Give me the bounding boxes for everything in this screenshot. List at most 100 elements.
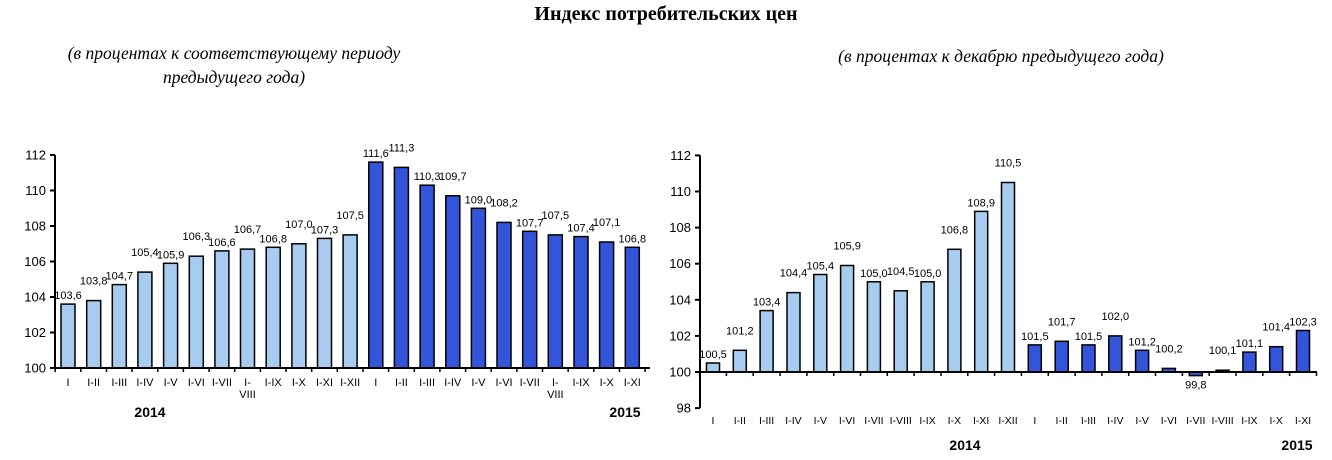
x-category-label: I-III <box>1081 415 1096 427</box>
x-category-label: I-XI <box>624 377 641 389</box>
bar-2015-I-IX <box>1242 351 1257 373</box>
x-category-label: I- <box>244 377 251 389</box>
bar-value-label: 107,5 <box>336 210 364 222</box>
x-category-label: I-X <box>292 377 307 389</box>
bar-value-label: 101,2 <box>726 325 754 337</box>
bar-2014-I-VII <box>866 281 882 373</box>
x-category-label: I-XII <box>340 377 360 389</box>
bar-2014-I-XII <box>1000 181 1016 373</box>
bar-value-label: 101,5 <box>1021 331 1049 343</box>
x-category-label: I-XI <box>316 377 333 389</box>
y-tick-label: 102 <box>669 328 691 343</box>
bar-2015-I-V <box>470 207 487 369</box>
x-category-label: I <box>374 377 377 389</box>
bar-2014-I <box>60 303 76 369</box>
x-category-label: I-III <box>759 415 774 427</box>
y-tick-label: 100 <box>669 365 691 380</box>
bar-2014-I-VI <box>839 264 855 373</box>
x-category-label: I-II <box>87 377 100 389</box>
x-category-label: I-III <box>111 377 127 389</box>
bar-value-label: 105,9 <box>157 249 185 261</box>
y-tick-label: 110 <box>670 184 691 199</box>
bar-value-label: 107,1 <box>593 217 621 229</box>
bar-value-label: 104,4 <box>780 268 808 280</box>
x-category-label: I-IV <box>1107 415 1123 427</box>
bar-2015-I-IV <box>1108 335 1123 373</box>
x-category-label: I-IX <box>919 415 935 427</box>
y-tick-label: 104 <box>669 292 691 307</box>
bar-value-label: 107,4 <box>567 223 595 235</box>
x-category-label: I-VI <box>495 377 512 389</box>
bar-value-label: 101,4 <box>1262 322 1290 334</box>
bar-value-label: 110,3 <box>414 171 441 183</box>
bar-value-label: 106,8 <box>941 224 969 236</box>
bar-value-label: 99,8 <box>1185 380 1206 392</box>
bar-2015-I-X <box>1268 345 1284 373</box>
x-category-label: I-IX <box>572 377 590 389</box>
y-tick-label: 110 <box>25 183 46 198</box>
bar-2014-I-II <box>732 349 748 373</box>
x-category-label: I-X <box>1270 415 1283 427</box>
left-chart-subtitle-line1: (в процентах к соответствующему периоду <box>67 43 401 63</box>
bar-value-label: 101,2 <box>1128 336 1156 348</box>
x-category-label: I <box>1033 415 1036 427</box>
x-category-label: I-XII <box>998 415 1017 427</box>
bar-value-label: 109,7 <box>439 171 467 183</box>
y-tick-label: 106 <box>669 256 691 271</box>
x-category-label: I-II <box>734 415 746 427</box>
bar-2014-I-II <box>85 299 102 369</box>
bar-2014-I-XII <box>342 234 358 369</box>
bar-2014-I-IX <box>920 281 935 373</box>
bar-2014-I-III <box>759 309 774 373</box>
bar-2014-I-VIII <box>893 290 908 373</box>
bar-value-label: 101,7 <box>1048 316 1076 328</box>
bar-value-label: 101,5 <box>1075 331 1103 343</box>
bar-value-label: 105,0 <box>914 268 942 280</box>
x-category-label: I-VIII <box>890 415 912 427</box>
bar-value-label: 104,7 <box>106 271 134 283</box>
bar-value-label: 103,8 <box>80 276 108 288</box>
x-category-label: I-V <box>814 415 827 427</box>
bar-2015-I-IX <box>573 235 589 369</box>
bar-value-label: 105,4 <box>807 261 835 273</box>
x-category-label: I-VII <box>1186 415 1205 427</box>
bar-2015-I-XI <box>624 246 641 369</box>
x-category-label: I-III <box>419 377 435 389</box>
left-chart-subtitle: (в процентах к соответствующему периоду … <box>8 42 460 89</box>
x-category-label: I-II <box>1056 415 1068 427</box>
bar-2014-I-XI <box>973 210 989 373</box>
bar-value-label: 100,5 <box>699 349 727 361</box>
bar-value-label: 100,2 <box>1155 343 1183 355</box>
x-category-label: I <box>712 415 715 427</box>
bar-2014-I-X <box>291 243 307 369</box>
x-category-label: I-VI <box>188 377 205 389</box>
y-tick-label: 104 <box>24 290 46 305</box>
bar-value-label: 103,4 <box>753 297 781 309</box>
x-category-label: I-VI <box>839 415 855 427</box>
bar-2015-I-VIII <box>547 234 564 369</box>
x-category-label: I-II <box>395 377 408 389</box>
bar-value-label: 106,6 <box>208 237 236 249</box>
x-category-label: I-VII <box>520 377 540 389</box>
bar-value-label: 108,2 <box>490 197 518 209</box>
bar-value-label: 106,7 <box>234 224 262 236</box>
x-category-label: I-VIII <box>1211 415 1233 427</box>
x-category-label: I- <box>552 377 559 389</box>
bar-value-label: 102,0 <box>1102 311 1130 323</box>
bar-2015-I-II <box>393 166 410 369</box>
year-label-2015: 2015 <box>1281 437 1312 453</box>
bar-2015-I <box>1027 344 1043 373</box>
x-category-label: I-V <box>471 377 486 389</box>
bar-2014-I-VII <box>214 250 230 369</box>
bar-2015-I-VI <box>496 221 512 369</box>
bar-value-label: 103,6 <box>54 290 82 302</box>
bar-value-label: 107,0 <box>285 219 313 231</box>
bar-value-label: 101,1 <box>1236 338 1264 350</box>
bar-2015-I-IV <box>445 195 461 369</box>
bar-value-label: 104,5 <box>887 266 915 278</box>
bar-2015-I-III <box>1081 344 1096 373</box>
x-category-label: I-V <box>1135 415 1148 427</box>
bar-2015-I-III <box>419 184 435 369</box>
